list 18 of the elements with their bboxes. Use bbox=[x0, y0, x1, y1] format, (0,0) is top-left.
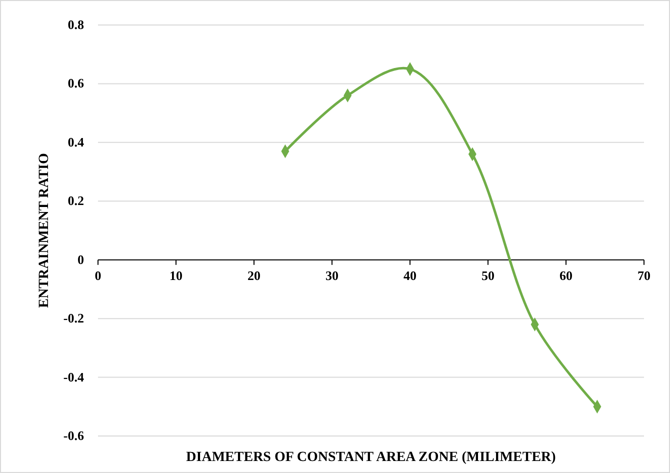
y-tick-label: 0.6 bbox=[68, 76, 84, 91]
y-tick-label: 0.4 bbox=[68, 134, 84, 150]
x-tick-label: 0 bbox=[94, 268, 102, 283]
x-tick-label: 60 bbox=[560, 268, 572, 283]
x-tick-label: 20 bbox=[248, 268, 260, 283]
y-tick-label: 0.2 bbox=[68, 193, 84, 208]
x-tick-label: 50 bbox=[482, 268, 494, 283]
x-tick-label: 30 bbox=[326, 268, 338, 283]
y-tick-label: 0.8 bbox=[68, 17, 84, 32]
y-tick-label: 0 bbox=[78, 252, 84, 267]
y-tick-label: -0.4 bbox=[63, 369, 84, 384]
x-tick-label: 10 bbox=[170, 268, 182, 283]
x-tick-label: 70 bbox=[638, 268, 650, 283]
x-tick-label: 40 bbox=[404, 268, 416, 283]
y-tick-label: -0.2 bbox=[63, 310, 84, 326]
x-axis-title: DIAMETERS OF CONSTANT AREA ZONE (MILIMETER) bbox=[186, 450, 556, 465]
y-tick-label: -0.6 bbox=[63, 428, 84, 443]
y-axis-title: ENTRAINMENT RATIO bbox=[37, 153, 52, 308]
